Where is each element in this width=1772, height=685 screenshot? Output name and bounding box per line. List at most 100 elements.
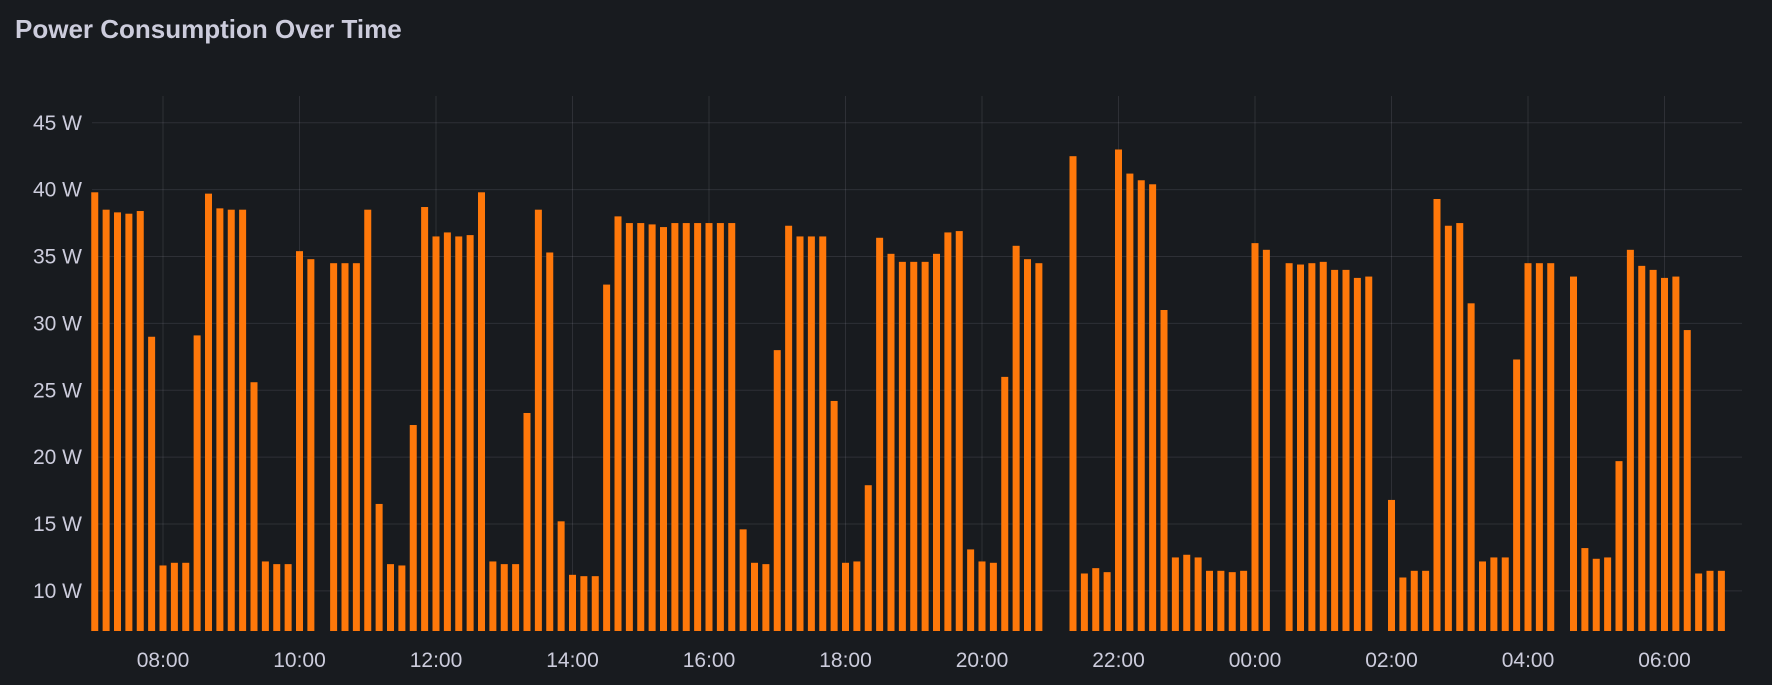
bar-0720 bbox=[114, 212, 121, 632]
bar-1700 bbox=[773, 350, 781, 631]
bar-1740 bbox=[819, 236, 827, 631]
bar-2030 bbox=[1012, 245, 1020, 632]
bar-1340 bbox=[546, 252, 554, 632]
bar-1800 bbox=[842, 562, 849, 631]
x-tick-label: 16:00 bbox=[683, 649, 736, 672]
bar-1850 bbox=[898, 261, 906, 631]
bar-0510 bbox=[1604, 557, 1612, 631]
bar-0050 bbox=[1308, 263, 1316, 631]
bar-0640 bbox=[1706, 570, 1714, 631]
bar-1650 bbox=[762, 564, 770, 631]
bar-0620 bbox=[1683, 330, 1691, 631]
bar-1310 bbox=[512, 564, 520, 631]
x-tick-label: 20:00 bbox=[956, 649, 1009, 672]
bar-0600 bbox=[1661, 277, 1668, 631]
bar-0930 bbox=[261, 561, 269, 631]
bar-1120 bbox=[387, 564, 394, 631]
bar-1030 bbox=[330, 263, 338, 631]
bar-0310 bbox=[1467, 303, 1475, 631]
bar-0030 bbox=[1285, 263, 1293, 631]
bar-0410 bbox=[1535, 263, 1543, 631]
bar-0920 bbox=[250, 382, 258, 631]
bar-0750 bbox=[148, 336, 156, 631]
bar-1930 bbox=[944, 232, 952, 632]
bar-1110 bbox=[375, 503, 383, 631]
bar-1410 bbox=[580, 576, 588, 631]
bar-1300 bbox=[500, 564, 508, 631]
bar-0230 bbox=[1422, 570, 1430, 631]
bar-1920 bbox=[933, 253, 940, 631]
bar-0040 bbox=[1297, 264, 1304, 631]
bar-2120 bbox=[1069, 156, 1077, 631]
bars bbox=[91, 149, 1725, 632]
y-tick-label: 40 W bbox=[33, 179, 82, 202]
bar-0420 bbox=[1547, 263, 1555, 631]
bar-1150 bbox=[421, 207, 429, 631]
bar-0910 bbox=[239, 209, 247, 631]
bar-0850 bbox=[216, 208, 224, 631]
bar-1230 bbox=[466, 235, 474, 631]
bar-0940 bbox=[273, 564, 281, 631]
bar-0500 bbox=[1592, 558, 1600, 631]
bar-1050 bbox=[352, 263, 360, 631]
x-tick-label: 14:00 bbox=[546, 649, 599, 672]
bar-1250 bbox=[489, 561, 497, 631]
bar-1350 bbox=[557, 521, 565, 631]
y-tick-label: 15 W bbox=[33, 513, 82, 536]
bar-2000 bbox=[978, 561, 986, 631]
bar-2130 bbox=[1080, 573, 1088, 631]
bar-0440 bbox=[1570, 276, 1577, 631]
y-tick-label: 25 W bbox=[33, 379, 82, 402]
bar-2220 bbox=[1137, 180, 1145, 631]
bar-1520 bbox=[660, 227, 667, 631]
bar-1950 bbox=[967, 549, 975, 631]
bar-0810 bbox=[170, 562, 178, 631]
bar-0540 bbox=[1638, 265, 1646, 631]
bar-2320 bbox=[1206, 570, 1213, 631]
bar-1320 bbox=[523, 412, 531, 631]
bar-0350 bbox=[1513, 359, 1521, 631]
bar-1440 bbox=[614, 216, 622, 631]
bar-0120 bbox=[1342, 269, 1350, 631]
bar-2300 bbox=[1183, 554, 1191, 631]
x-tick-label: 18:00 bbox=[819, 649, 872, 672]
bar-1550 bbox=[694, 223, 702, 631]
bar-2020 bbox=[1001, 376, 1009, 631]
bar-0950 bbox=[284, 564, 292, 631]
bar-0210 bbox=[1399, 577, 1407, 631]
bar-2150 bbox=[1103, 572, 1111, 631]
bar-0200 bbox=[1388, 499, 1395, 631]
bar-2010 bbox=[989, 562, 997, 631]
bar-0320 bbox=[1479, 561, 1486, 631]
y-tick-label: 10 W bbox=[33, 580, 82, 603]
bar-1810 bbox=[853, 561, 861, 631]
x-tick-label: 02:00 bbox=[1365, 649, 1418, 672]
bar-1900 bbox=[910, 261, 918, 631]
bar-0830 bbox=[193, 335, 201, 631]
bar-2140 bbox=[1092, 568, 1100, 631]
bar-1240 bbox=[478, 192, 485, 632]
bar-0240 bbox=[1433, 198, 1441, 632]
bar-0650 bbox=[1717, 570, 1725, 631]
bar-0110 bbox=[1331, 269, 1339, 631]
bar-1130 bbox=[398, 565, 406, 631]
bar-0550 bbox=[1649, 269, 1657, 631]
bar-0450 bbox=[1581, 548, 1589, 631]
bar-0710 bbox=[102, 209, 110, 631]
bar-1430 bbox=[603, 284, 611, 631]
bar-1610 bbox=[716, 223, 724, 631]
bar-0000 bbox=[1251, 243, 1259, 631]
bar-0520 bbox=[1615, 461, 1623, 631]
bar-0400 bbox=[1524, 263, 1532, 631]
bar-2340 bbox=[1228, 572, 1236, 631]
bar-1820 bbox=[864, 485, 872, 631]
y-tick-label: 45 W bbox=[33, 112, 82, 135]
bar-1620 bbox=[728, 223, 736, 631]
bar-1940 bbox=[955, 231, 963, 631]
bar-1540 bbox=[682, 223, 690, 631]
bar-1910 bbox=[921, 261, 929, 631]
bar-0220 bbox=[1410, 570, 1418, 631]
bar-0610 bbox=[1672, 276, 1680, 631]
y-axis: 10 W 15 W 20 W 25 W 30 W 35 W 40 W 45 W bbox=[33, 112, 82, 603]
bar-0740 bbox=[136, 211, 144, 631]
